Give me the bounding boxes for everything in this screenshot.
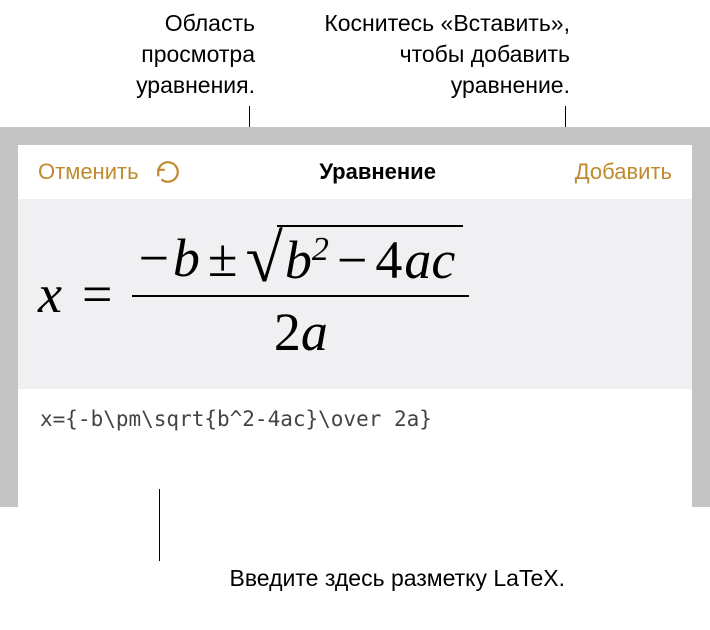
latex-input[interactable]: x={-b\pm\sqrt{b^2-4ac}\over 2a} [18,389,692,449]
eq-fraction: − b ± √ b 2 − 4 a c [132,225,469,363]
toolbar-left: Отменить [38,159,181,185]
eq-b2-base: b [285,229,312,291]
eq-b: b [173,227,200,289]
eq-a: a [404,229,431,291]
fraction-bar [132,295,469,297]
cancel-button[interactable]: Отменить [38,159,139,185]
eq-denominator: 2 a [268,301,334,363]
equation-preview: x = − b ± √ b 2 − 4 [18,199,692,389]
eq-neg: − [138,227,168,289]
eq-c: c [431,229,455,291]
eq-pm: ± [208,227,238,289]
eq-radicand: b 2 − 4 a c [277,225,463,291]
eq-a2: a [301,301,328,363]
add-button[interactable]: Добавить [575,159,672,185]
callout-latex: Введите здесь разметку LaTeX. [175,563,565,594]
rendered-equation: x = − b ± √ b 2 − 4 [38,225,469,363]
eq-b2-exp: 2 [312,231,329,269]
radical-icon: √ [246,231,283,285]
panel-title: Уравнение [319,159,436,185]
undo-icon[interactable] [155,159,181,185]
eq-equals: = [82,263,112,325]
eq-four: 4 [375,229,402,291]
toolbar: Отменить Уравнение Добавить [18,145,692,199]
eq-two: 2 [274,301,301,363]
document-background: Отменить Уравнение Добавить x = − b [0,127,710,507]
eq-lhs: x [38,263,62,325]
leader-line [159,489,160,561]
eq-minus: − [337,229,367,291]
equation-editor-panel: Отменить Уравнение Добавить x = − b [18,145,692,507]
callout-insert: Коснитесь «Вставить», чтобы добавить ура… [305,8,570,101]
eq-sqrt: √ b 2 − 4 a c [246,225,464,291]
eq-numerator: − b ± √ b 2 − 4 a c [132,225,469,291]
callout-preview: Область просмотра уравнения. [105,8,255,101]
